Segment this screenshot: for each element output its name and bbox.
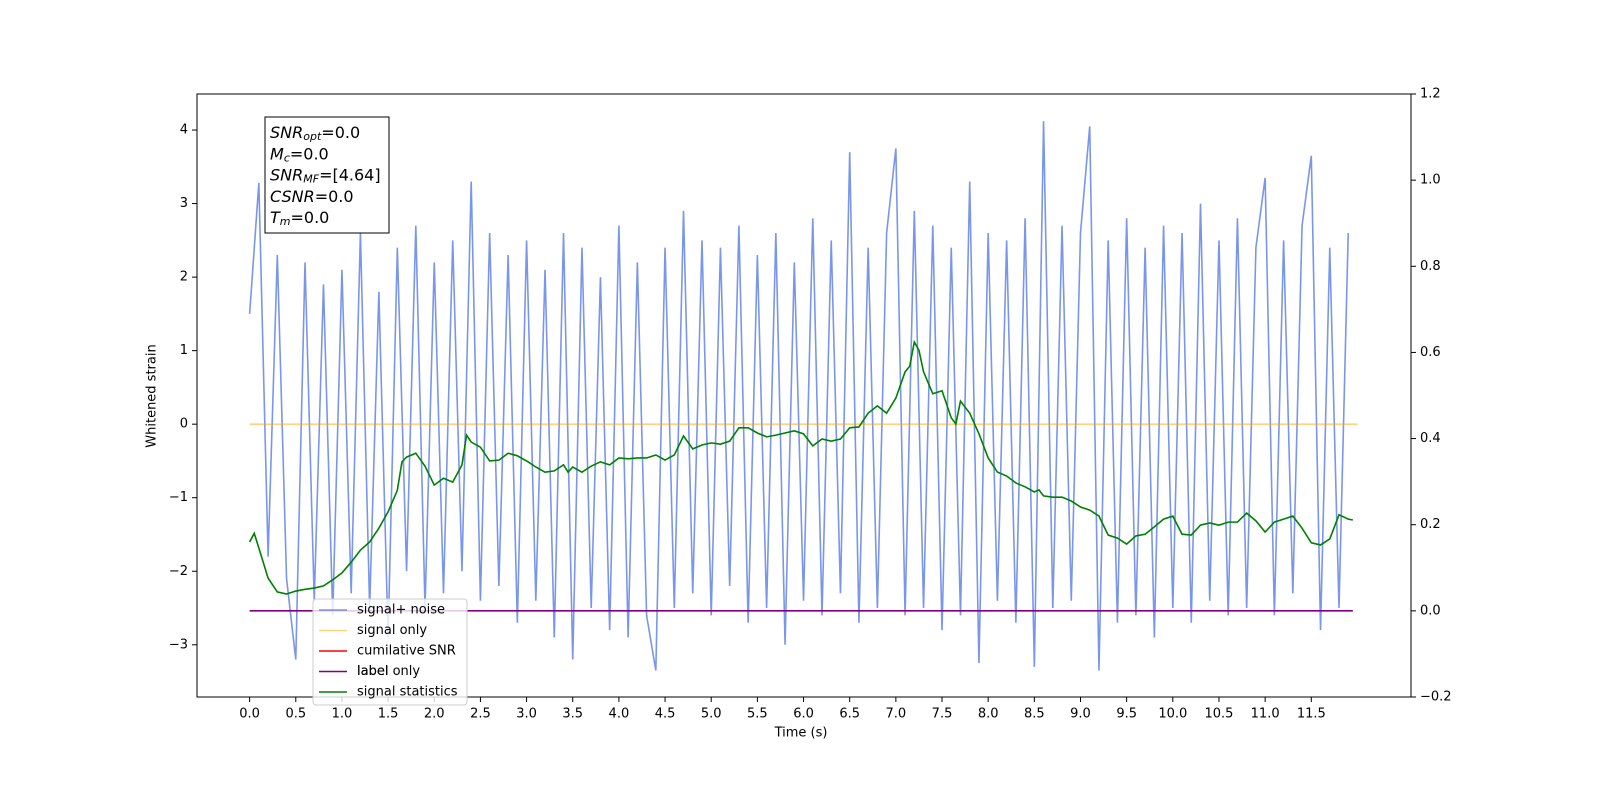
legend-box [312,598,468,706]
y-tick-label: 1 [180,343,188,358]
annotation: Tm=0.0 [270,208,329,229]
annotation-main: SNR [270,165,303,184]
annotation-rest: =0.0 [321,123,360,142]
annotation-box [264,116,390,234]
x-tick-label: 10.5 [1204,707,1233,722]
x-tick-label: 8.0 [978,707,999,722]
x-tick-label: 2.5 [470,707,491,722]
y2-tick-label: 0.0 [1420,603,1441,618]
x-tick-label: 9.5 [1116,707,1137,722]
legend-label: signal statistics [357,685,458,700]
x-axis-label: Time (s) [774,726,828,741]
plot-frame [196,93,1412,698]
annotation-sub: opt [303,130,322,143]
y-tick-label: 3 [180,196,188,211]
annotation-rest: =0.0 [290,144,329,163]
x-tick-label: 2.0 [424,707,445,722]
annotation: Mc=0.0 [270,144,329,165]
legend: signal+ noise signal only cumilative SNR la… [312,598,468,706]
y-tick-label: −3 [169,637,188,652]
annotation-main: CSNR [270,186,315,205]
x-tick-label: 0.5 [285,707,306,722]
y2-tick-label: −0.2 [1420,690,1452,705]
x-tick-label: 3.5 [562,707,583,722]
x-tick-label: 0.0 [239,707,260,722]
annotation: CSNR=0.0 [270,186,354,205]
y2-tick-label: 1.0 [1420,173,1441,188]
x-tick-label: 1.5 [378,707,399,722]
x-tick-label: 11.5 [1297,707,1326,722]
x-tick-label: 4.5 [655,707,676,722]
y2-tick-label: 0.8 [1420,259,1441,274]
y2-tick-label: 1.2 [1420,87,1441,102]
annotation-main: SNR [270,123,303,142]
annotation-main: T [270,208,281,227]
annotation-rest: =0.0 [291,208,330,227]
x-tick-label: 3.0 [516,707,537,722]
y-tick-label: 2 [180,270,188,285]
y-axis-label: Whitened strain [145,344,160,447]
x-tick-label: 5.5 [747,707,768,722]
y2-tick-label: 0.6 [1420,345,1441,360]
y2-tick-label: 0.2 [1420,517,1441,532]
x-tick-label: 7.5 [932,707,953,722]
x-tick-label: 6.5 [839,707,860,722]
series-line [248,121,1350,671]
x-tick-label: 9.0 [1070,707,1091,722]
legend-label: signal only [357,623,427,638]
y-tick-label: −1 [169,490,188,505]
legend-label: cumilative SNR [357,644,456,659]
x-tick-label: 10.0 [1158,707,1187,722]
annotation-rest: =0.0 [315,186,354,205]
legend-label: label only [357,664,420,679]
y-tick-label: 4 [180,123,188,138]
x-tick-label: 6.0 [793,707,814,722]
annotation: SNRMF=[4.64] [270,165,381,186]
annotation-rest: =[4.64] [319,165,381,184]
x-tick-label: 8.5 [1024,707,1045,722]
annotation-sub: m [280,215,291,228]
x-tick-label: 5.0 [701,707,722,722]
x-tick-label: 7.0 [886,707,907,722]
x-tick-label: 4.0 [609,707,630,722]
x-tick-label: 11.0 [1251,707,1280,722]
x-tick-label: 1.0 [332,707,353,722]
y-tick-label: 0 [180,417,188,432]
y-tick-label: −2 [169,564,188,579]
annotation-main: M [270,144,284,163]
series-line [248,339,1353,595]
annotation-sub: MF [303,173,319,186]
legend-label: label [357,664,388,679]
y2-tick-label: 0.4 [1420,431,1441,446]
legend-label: signal+ noise [357,603,445,618]
annotation: SNRopt=0.0 [270,123,360,144]
annotation-sub: c [284,151,290,164]
